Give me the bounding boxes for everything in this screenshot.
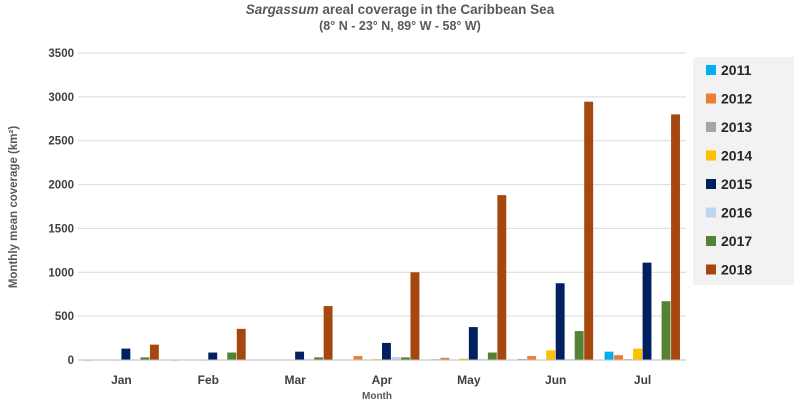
legend-label-2017: 2017 xyxy=(721,233,752,249)
y-tick-label-2500: 2500 xyxy=(48,136,74,148)
legend-label-2013: 2013 xyxy=(721,119,752,135)
y-tick-label-3000: 3000 xyxy=(48,92,74,104)
bar-2014-Jun xyxy=(546,350,556,360)
legend-label-2012: 2012 xyxy=(721,91,752,107)
bar-2016-Apr xyxy=(391,356,401,360)
legend-swatch-2015 xyxy=(706,179,716,189)
chart-title-rest: areal coverage in the Caribbean Sea xyxy=(319,2,555,17)
bar-2018-Feb xyxy=(236,328,246,360)
x-tick-label-Mar: Mar xyxy=(284,373,306,387)
x-tick-label-Apr: Apr xyxy=(372,373,393,387)
y-tick-label-1500: 1500 xyxy=(48,223,74,235)
bars xyxy=(83,101,680,361)
x-tick-label-Jun: Jun xyxy=(545,373,566,387)
y-tick-label-500: 500 xyxy=(55,311,74,323)
bar-2015-Apr xyxy=(382,342,391,360)
bar-2015-Mar xyxy=(295,351,305,360)
x-tick-label-Jan: Jan xyxy=(111,373,132,387)
y-tick-label-2000: 2000 xyxy=(48,180,74,192)
y-tick-labels: 0 500 1000 1500 2000 2500 3000 3500 xyxy=(48,48,74,367)
x-tick-label-May: May xyxy=(457,373,481,387)
legend-label-2016: 2016 xyxy=(721,205,752,221)
y-tick-label-3500: 3500 xyxy=(48,48,74,60)
legend-swatch-2013 xyxy=(706,122,716,132)
bar-2018-Mar xyxy=(323,306,333,360)
legend-label-2018: 2018 xyxy=(721,262,752,278)
bar-2018-May xyxy=(497,195,507,360)
x-axis-label: Month xyxy=(362,391,392,402)
bar-2015-Feb xyxy=(208,352,218,360)
bar-2017-Jan xyxy=(140,357,150,360)
bar-2017-May xyxy=(487,352,497,360)
x-tick-label-Jul: Jul xyxy=(634,373,651,387)
chart-title-italic: Sargassum xyxy=(246,2,319,17)
legend-swatch-2011 xyxy=(706,65,716,75)
bar-2018-Jun xyxy=(584,101,594,360)
chart-title: Sargassum areal coverage in the Caribbea… xyxy=(246,2,555,17)
bar-2017-Jul xyxy=(661,301,671,360)
legend: 2011 2012 2013 2014 2015 2016 2017 2018 xyxy=(693,57,794,285)
legend-label-2015: 2015 xyxy=(721,176,752,192)
bar-2017-Feb xyxy=(227,352,237,360)
bar-2017-Jun xyxy=(574,331,584,360)
legend-swatch-2014 xyxy=(706,150,716,161)
y-tick-label-0: 0 xyxy=(68,355,74,367)
bar-2015-Jun xyxy=(555,283,565,360)
bar-2015-Jan xyxy=(121,348,131,360)
bar-2014-Jul xyxy=(633,348,642,360)
bar-2012-Jun xyxy=(527,356,537,360)
legend-label-2014: 2014 xyxy=(721,148,752,164)
legend-swatch-2017 xyxy=(706,236,716,246)
bar-2017-Mar xyxy=(314,357,324,360)
bar-2014-May xyxy=(459,358,469,360)
bar-2015-May xyxy=(468,327,478,360)
legend-swatch-2018 xyxy=(706,264,716,275)
bar-2018-Jul xyxy=(671,114,680,361)
y-axis-label: Monthly mean coverage (km²) xyxy=(8,126,20,288)
legend-label-2011: 2011 xyxy=(721,62,752,78)
y-tick-label-1000: 1000 xyxy=(48,267,74,279)
bar-2011-Jul xyxy=(604,351,614,360)
bar-2012-May xyxy=(440,357,450,360)
x-category-labels: Jan Feb Mar Apr May Jun Jul xyxy=(111,373,651,387)
legend-swatch-2016 xyxy=(706,207,716,218)
chart-subtitle: (8° N - 23° N, 89° W - 58° W) xyxy=(319,19,481,33)
bar-2018-Apr xyxy=(410,272,420,360)
legend-items: 2011 2012 2013 2014 2015 2016 2017 2018 xyxy=(706,62,752,278)
bar-2012-Jul xyxy=(614,355,623,360)
bar-2015-Jul xyxy=(642,262,652,360)
bar-2018-Jan xyxy=(149,344,159,360)
x-tick-label-Feb: Feb xyxy=(198,373,219,387)
bar-2012-Apr xyxy=(353,356,363,360)
gridlines xyxy=(78,52,686,317)
bar-2017-Apr xyxy=(401,357,410,360)
legend-swatch-2012 xyxy=(706,93,716,104)
